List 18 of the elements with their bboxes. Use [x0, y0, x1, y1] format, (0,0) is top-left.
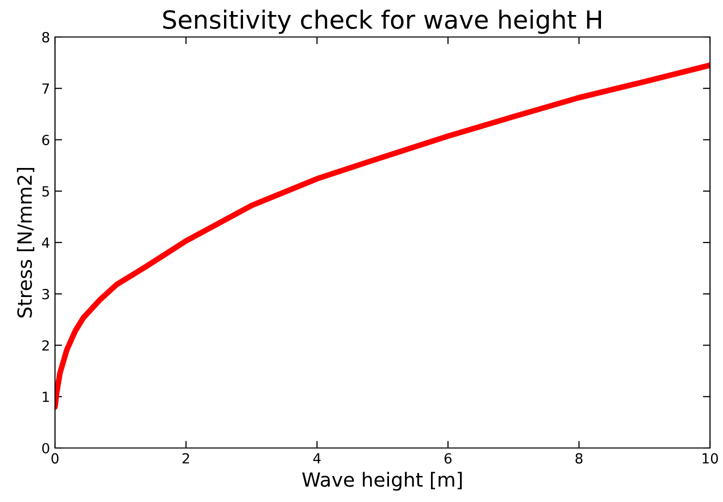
y-tick-label: 5	[42, 186, 49, 197]
x-tick-label: 0	[51, 453, 58, 464]
x-tick-label: 10	[702, 453, 718, 464]
chart-title: Sensitivity check for wave height H	[163, 10, 601, 34]
x-tick-label: 4	[313, 453, 321, 464]
y-tick-label: 3	[42, 288, 50, 300]
y-tick-label: 6	[42, 134, 50, 146]
y-tick-label: 2	[42, 340, 49, 351]
x-tick-label: 2	[182, 453, 190, 464]
y-tick-label: 7	[42, 84, 49, 94]
y-tick-label: 1	[42, 392, 49, 402]
x-tick-label: 8	[576, 453, 582, 464]
x-axis-title: Wave height [m]	[302, 472, 462, 491]
y-tick-label: 4	[42, 238, 50, 248]
y-axis-title: Stress [N/mm2]	[16, 168, 34, 318]
y-tick-label: 0	[42, 442, 50, 454]
y-tick-label: 8	[42, 32, 50, 42]
x-tick-label: 6	[444, 453, 452, 464]
